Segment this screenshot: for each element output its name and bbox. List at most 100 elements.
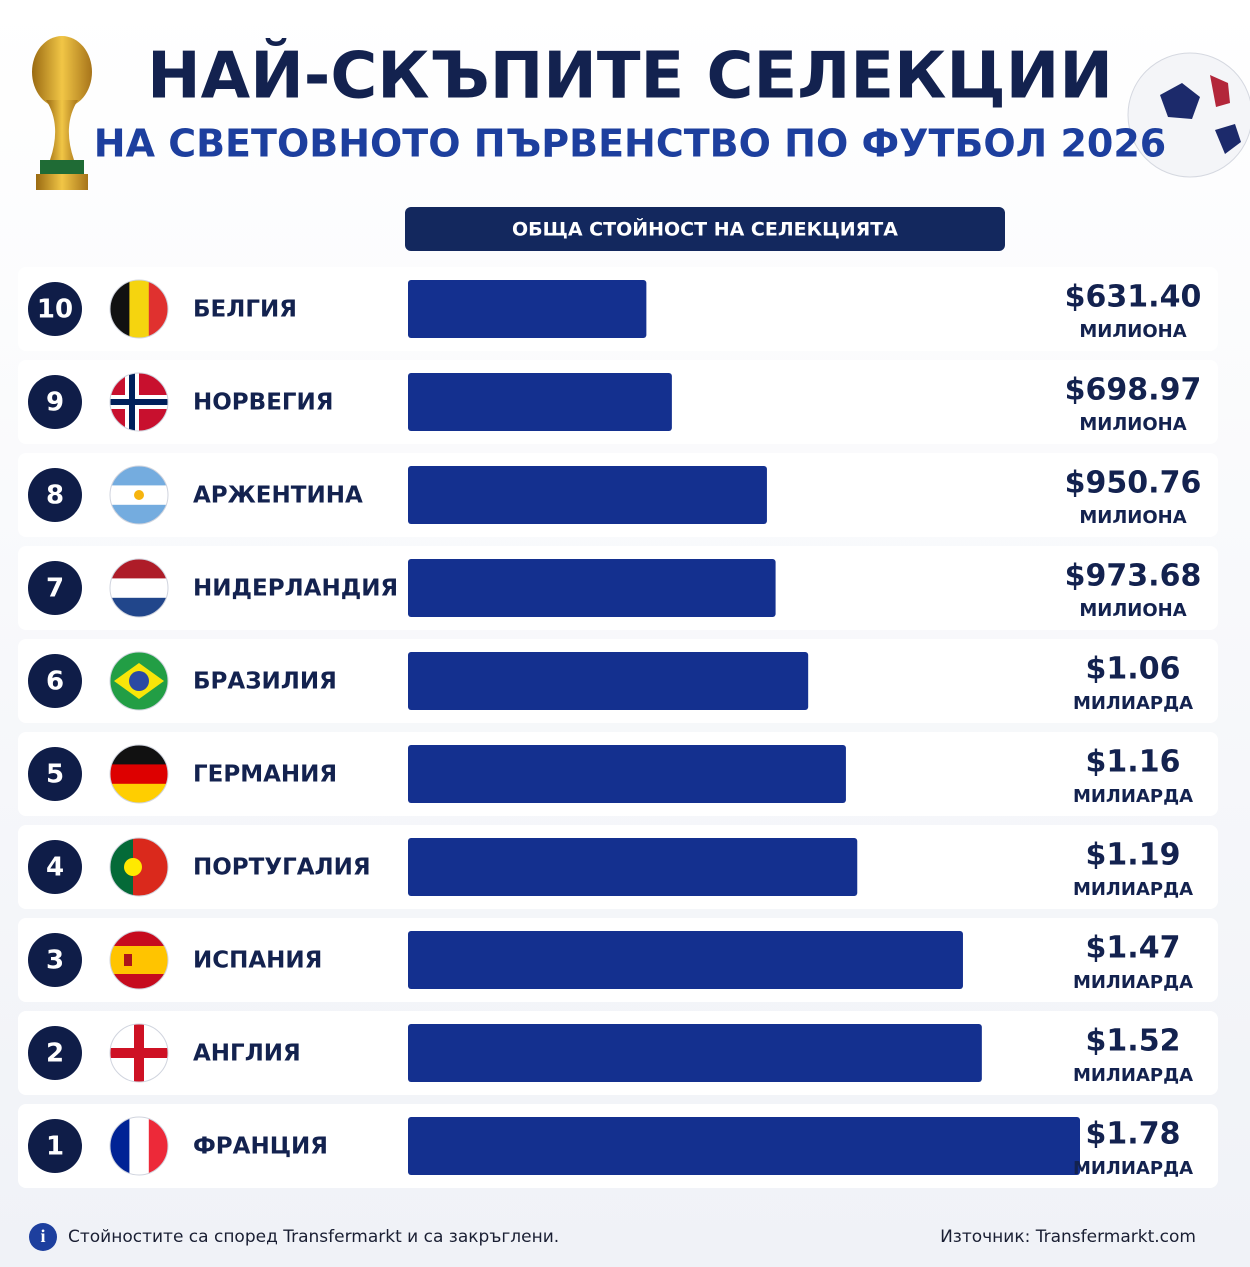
rank-label: 4 [46,853,64,883]
value-unit: МИЛИАРДА [1073,972,1193,993]
trophy-icon [32,36,92,190]
flag-part [110,399,168,405]
category-label: ГЕРМАНИЯ [193,762,337,788]
bar [408,745,846,803]
flag-ring [109,279,169,339]
flag-part [124,954,132,966]
value-label: $1.78 [1086,1117,1181,1152]
flag-part [110,1117,130,1175]
rank-label: 10 [37,295,73,325]
bar [408,373,672,431]
value-label: $1.06 [1086,652,1181,687]
flag-ring [109,1116,169,1176]
rank-badge [28,747,82,801]
bar [408,280,647,338]
value-label: $973.68 [1065,559,1202,594]
source: Източник: Transfermarkt.com [940,1227,1196,1247]
flag-part [110,504,168,524]
flag-part [110,280,130,338]
rows: 10 БЕЛГИЯ $631.40 МИЛИОНА 9 НОРВЕГИЯ $698.97 МИ… [18,267,1218,1188]
flag-ring [109,1023,169,1083]
flag-part [110,1048,168,1058]
rank-label: 8 [46,481,64,511]
flag-icon [110,652,168,710]
value-unit: МИЛИОНА [1079,600,1186,621]
flag-icon [110,745,168,803]
value-unit: МИЛИАРДА [1073,879,1193,900]
value-unit: МИЛИАРДА [1073,786,1193,807]
flag-part [129,280,149,338]
rank-badge [28,840,82,894]
value-header: ОБЩА СТОЙНОСТ НА СЕЛЕКЦИЯТА [512,218,898,241]
footnote: Стойностите са според Transfermarkt и са… [68,1227,559,1247]
info-icon [29,1223,57,1251]
flag-part [110,783,168,803]
value-unit: МИЛИОНА [1079,321,1186,342]
chart-title: НАЙ-СКЪПИТЕ СЕЛЕКЦИИ [147,38,1113,114]
category-label: БРАЗИЛИЯ [193,669,337,695]
category-label: ПОРТУГАЛИЯ [193,855,371,881]
bar [408,466,767,524]
category-label: НИДЕРЛАНДИЯ [193,576,398,602]
value-unit: МИЛИАРДА [1073,1158,1193,1179]
flag-icon [110,931,168,989]
flag-ring [109,558,169,618]
flag-icon [110,559,168,617]
flag-part [110,946,168,974]
value-unit: МИЛИОНА [1079,414,1186,435]
rank-label: 1 [46,1132,64,1162]
value-label: $1.52 [1086,1024,1181,1059]
category-label: БЕЛГИЯ [193,297,297,323]
flag-part [110,597,168,617]
flag-part [110,578,168,598]
flag-part [124,858,142,876]
flag-part [110,838,133,896]
rank-label: 9 [46,388,64,418]
flag-part [148,1117,168,1175]
rank-label: 5 [46,760,64,790]
rank-badge [28,468,82,522]
flag-part [110,559,168,579]
value-label: $1.47 [1086,931,1181,966]
rank-badge [28,1119,82,1173]
flag-icon [110,1024,168,1082]
bar [408,1024,982,1082]
flag-icon [110,280,168,338]
flag-icon [110,466,168,524]
flag-ring [109,930,169,990]
rank-badge [28,561,82,615]
flag-part [110,764,168,784]
value-label: $1.19 [1086,838,1181,873]
rank-label: 6 [46,667,64,697]
value-label: $1.16 [1086,745,1181,780]
category-label: АРЖЕНТИНА [193,483,363,509]
info-icon-glyph: i [40,1226,45,1246]
flag-ring [109,651,169,711]
rank-badge [28,654,82,708]
value-label: $950.76 [1065,466,1202,501]
rank-label: 2 [46,1039,64,1069]
rank-badge [28,375,82,429]
category-label: ФРАНЦИЯ [193,1134,328,1160]
rank-label: 3 [46,946,64,976]
rank-badge [28,933,82,987]
category-label: АНГЛИЯ [193,1041,301,1067]
ball-icon [1127,52,1250,178]
value-label: $698.97 [1065,373,1202,408]
bar [408,931,963,989]
flag-part [110,466,168,486]
flag-part [129,671,149,691]
flag-ring [109,837,169,897]
flag-ring [109,744,169,804]
bar [408,838,858,896]
category-label: НОРВЕГИЯ [193,390,334,416]
rank-badge [28,1026,82,1080]
bar [408,1117,1080,1175]
flag-part [148,280,168,338]
rank-badge [28,282,82,336]
bar [408,652,809,710]
value-unit: МИЛИАРДА [1073,1065,1193,1086]
flag-part [134,490,144,500]
flag-icon [110,1117,168,1175]
